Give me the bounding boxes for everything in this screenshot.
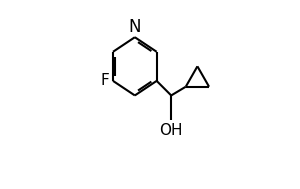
Text: N: N: [129, 18, 141, 36]
Text: F: F: [100, 73, 109, 88]
Text: OH: OH: [160, 123, 183, 138]
